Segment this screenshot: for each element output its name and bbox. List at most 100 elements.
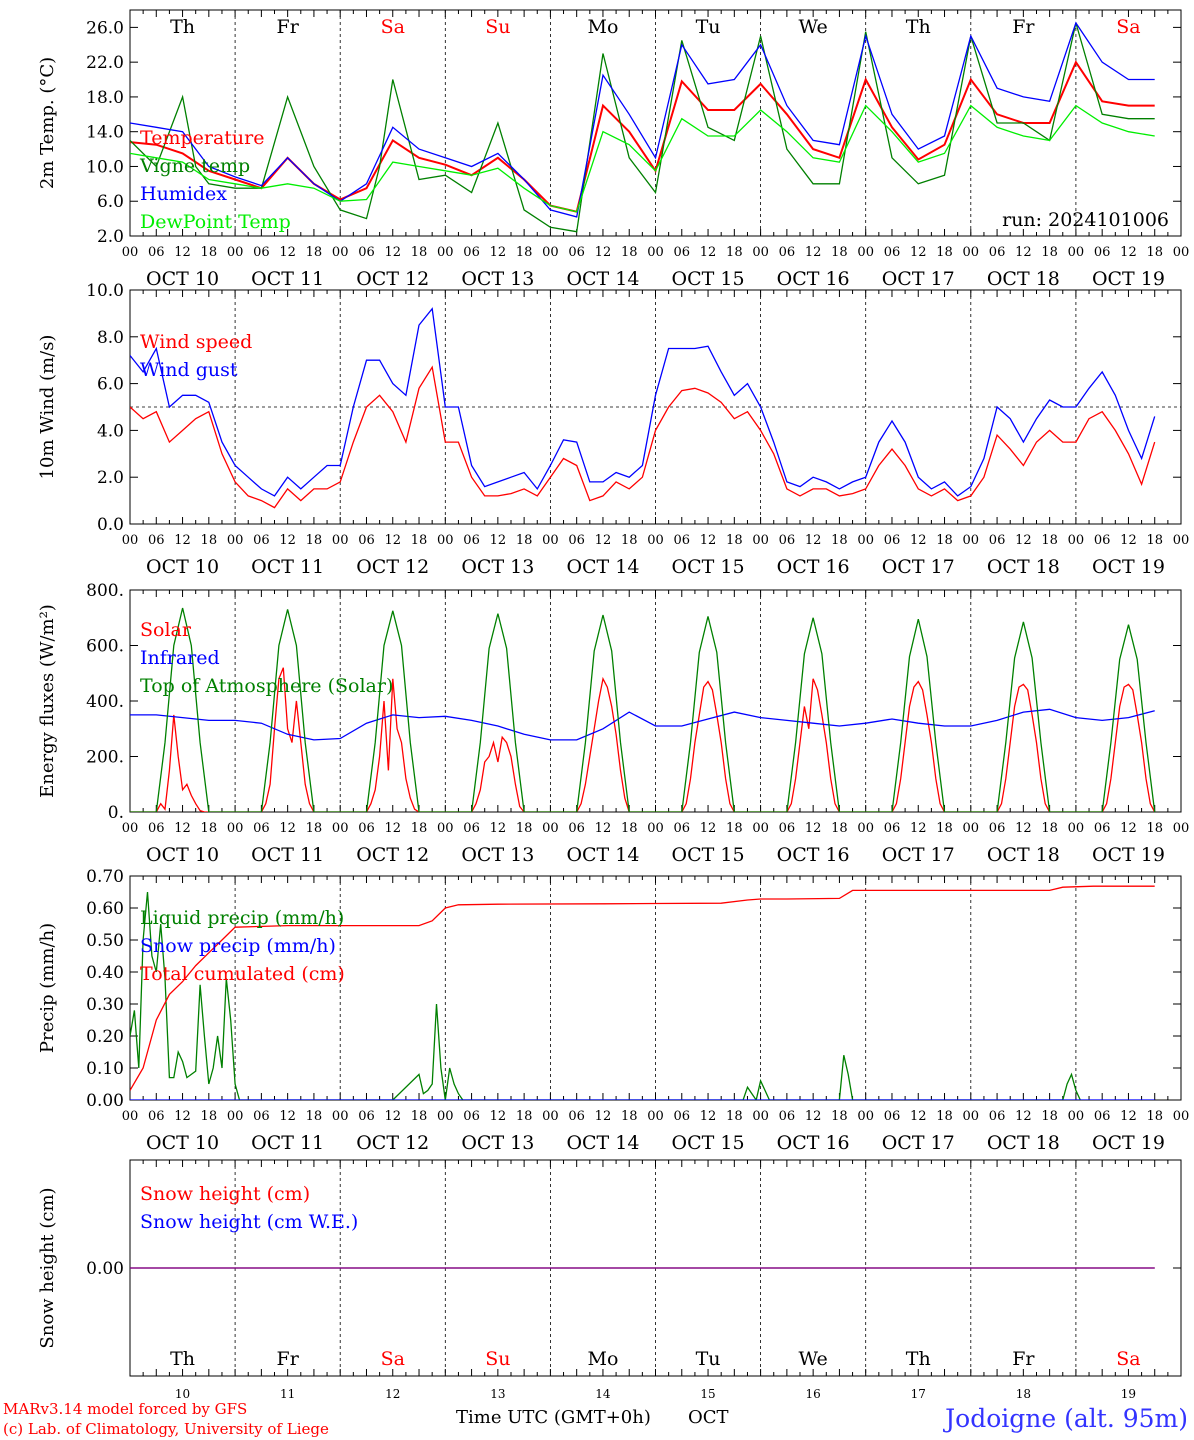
hour-label: 06 xyxy=(463,533,480,548)
hour-label: 12 xyxy=(1015,821,1032,836)
hour-label: 18 xyxy=(621,245,638,260)
hour-label: 00 xyxy=(227,245,244,260)
hour-label: 06 xyxy=(884,1109,901,1124)
hour-label: 00 xyxy=(963,245,980,260)
bottom-day-abbr: Sa xyxy=(1116,1348,1140,1370)
hour-label: 18 xyxy=(621,1109,638,1124)
hour-label: 18 xyxy=(726,245,743,260)
series-line-2 xyxy=(130,307,1156,497)
date-label: OCT 14 xyxy=(566,1132,639,1154)
hour-label: 18 xyxy=(516,821,533,836)
hour-label: 12 xyxy=(700,245,717,260)
series-line-4 xyxy=(130,104,1155,213)
day-abbr: Th xyxy=(170,16,195,38)
hour-label: 12 xyxy=(700,533,717,548)
date-label: OCT 14 xyxy=(566,268,639,290)
y-axis-label: 2m Temp. (°C) xyxy=(37,57,58,189)
bottom-day-number: 12 xyxy=(385,1387,400,1401)
date-label: OCT 15 xyxy=(672,844,745,866)
hour-label: 18 xyxy=(621,821,638,836)
hour-label: 18 xyxy=(306,245,323,260)
hour-label: 06 xyxy=(358,821,375,836)
hour-label: 06 xyxy=(148,245,165,260)
series-line-3 xyxy=(130,885,1155,1091)
date-label: OCT 18 xyxy=(987,268,1060,290)
series-line-3 xyxy=(130,21,1155,218)
hour-label: 18 xyxy=(306,1109,323,1124)
day-abbr: We xyxy=(799,16,828,38)
hour-label: 06 xyxy=(253,245,270,260)
date-label: OCT 16 xyxy=(777,268,850,290)
hour-label: 00 xyxy=(1173,245,1190,260)
hour-label: 12 xyxy=(174,821,191,836)
bottom-day-number: 11 xyxy=(280,1387,295,1401)
date-label: OCT 19 xyxy=(1092,268,1165,290)
hour-label: 00 xyxy=(857,245,874,260)
bottom-day-abbr: Fr xyxy=(277,1348,300,1370)
hour-label: 18 xyxy=(831,245,848,260)
hour-label: 12 xyxy=(490,533,507,548)
hour-label: 18 xyxy=(726,1109,743,1124)
hour-label: 12 xyxy=(1120,245,1137,260)
bottom-day-abbr: Sa xyxy=(381,1348,405,1370)
hour-label: 06 xyxy=(1094,533,1111,548)
hour-label: 12 xyxy=(700,821,717,836)
hour-label: 12 xyxy=(1120,533,1137,548)
hour-label: 18 xyxy=(411,821,428,836)
hour-label: 12 xyxy=(174,533,191,548)
hour-label: 06 xyxy=(568,1109,585,1124)
y-axis-label: Snow height (cm) xyxy=(37,1187,58,1348)
hour-label: 18 xyxy=(411,245,428,260)
series-line-1 xyxy=(130,891,1081,1100)
bottom-day-number: 19 xyxy=(1121,1387,1136,1401)
hour-label: 12 xyxy=(174,245,191,260)
hour-label: 00 xyxy=(437,245,454,260)
hour-label: 06 xyxy=(1094,245,1111,260)
hour-label: 06 xyxy=(674,245,691,260)
y-tick-label: 18.0 xyxy=(86,88,124,108)
hour-label: 00 xyxy=(122,1109,139,1124)
date-label: OCT 16 xyxy=(777,556,850,578)
hour-label: 12 xyxy=(595,821,612,836)
hour-label: 00 xyxy=(332,245,349,260)
series-group xyxy=(130,21,1155,233)
day-abbr: Tu xyxy=(696,16,721,38)
hour-label: 00 xyxy=(1068,1109,1085,1124)
hour-label: 06 xyxy=(779,1109,796,1124)
hour-label: 18 xyxy=(306,533,323,548)
hour-label: 18 xyxy=(726,821,743,836)
hour-label: 00 xyxy=(857,533,874,548)
hour-label: 12 xyxy=(595,245,612,260)
hour-label: 18 xyxy=(621,533,638,548)
y-tick-label: 0.60 xyxy=(86,899,124,919)
date-label: OCT 10 xyxy=(146,268,219,290)
hour-label: 06 xyxy=(253,533,270,548)
bottom-day-number: 18 xyxy=(1016,1387,1031,1401)
hour-label: 06 xyxy=(884,821,901,836)
date-label: OCT 18 xyxy=(987,556,1060,578)
hour-label: 06 xyxy=(253,821,270,836)
date-label: OCT 10 xyxy=(146,556,219,578)
y-tick-label: 0.70 xyxy=(86,867,124,887)
hour-label: 18 xyxy=(1041,533,1058,548)
y-tick-label: 0.30 xyxy=(86,995,124,1015)
hour-label: 00 xyxy=(437,821,454,836)
hour-label: 12 xyxy=(174,1109,191,1124)
hour-label: 12 xyxy=(595,533,612,548)
hour-label: 12 xyxy=(1120,821,1137,836)
hour-label: 18 xyxy=(831,533,848,548)
y-axis-label: 10m Wind (m/s) xyxy=(37,335,58,480)
date-label: OCT 10 xyxy=(146,844,219,866)
hour-label: 00 xyxy=(227,821,244,836)
hour-label: 00 xyxy=(752,245,769,260)
location-label: Jodoigne (alt. 95m) xyxy=(942,1404,1188,1433)
day-abbr: Sa xyxy=(1116,16,1140,38)
y-tick-label: 0.40 xyxy=(86,963,124,983)
y-tick-label: 0.00 xyxy=(86,1259,124,1279)
series-line-2 xyxy=(130,708,1155,741)
legend-entry: Vigne temp xyxy=(139,155,250,177)
y-tick-label: 22.0 xyxy=(86,53,124,73)
bottom-day-abbr: Su xyxy=(485,1348,510,1370)
y-tick-label: 0.20 xyxy=(86,1027,124,1047)
hour-label: 06 xyxy=(253,1109,270,1124)
